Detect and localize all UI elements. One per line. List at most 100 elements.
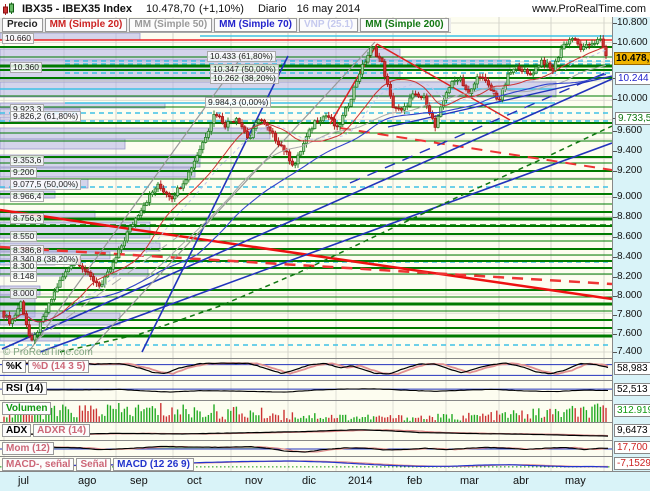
- price-tick-label: 8.000: [617, 290, 643, 301]
- panel-label: ADXR (14): [33, 424, 91, 437]
- panel-rsi-canvas: [0, 381, 612, 401]
- instrument-name: IBX35 - IBEX35 Index: [22, 2, 133, 15]
- tick-mark: [613, 151, 617, 152]
- panel-label: MACD-, señal: [2, 458, 75, 471]
- timeframe-label: Diario: [257, 2, 287, 15]
- adx-value: 9,6473: [614, 424, 650, 437]
- panel-label: Señal: [76, 458, 112, 471]
- price-level-label: 9.826,2 (61,80%): [10, 111, 82, 122]
- tick-mark: [613, 257, 617, 258]
- mom-value: 17,700: [614, 441, 650, 454]
- website-link[interactable]: www.ProRealTime.com: [532, 2, 646, 15]
- price-level-label: 8.756,3: [10, 213, 45, 224]
- tab-mm-simple-50-[interactable]: MM (Simple 50): [129, 18, 213, 32]
- month-label-nov: nov: [245, 475, 263, 487]
- tab-precio[interactable]: Precio: [2, 18, 43, 32]
- panel-macd[interactable]: MACD-, señal Señal MACD (12 26 9): [0, 456, 612, 472]
- price-tick-label: 9.000: [617, 191, 643, 202]
- tick-mark: [613, 352, 617, 353]
- time-axis[interactable]: jul ago sep oct nov dic 2014 feb mar abr may: [0, 471, 650, 491]
- tick-mark: [613, 315, 617, 316]
- price-tick-label: 10.800: [617, 17, 648, 28]
- price-axis[interactable]: 10.800 10.600 10.000 9.600 9.400 9.200 9.000 8.…: [612, 17, 650, 471]
- panel-mom[interactable]: Mom (12): [0, 440, 612, 457]
- price-level-label: 8.000: [10, 288, 38, 299]
- price-level-label: 8.148: [10, 271, 38, 282]
- panel-label: Mom (12): [2, 442, 54, 455]
- price-tick-label: 7.400: [617, 346, 643, 357]
- panel-label: RSI (14): [2, 382, 48, 395]
- price-level-label: 9.077,5 (50,00%): [10, 179, 82, 190]
- price-level-label: 8.340,8 (38,20%): [10, 254, 82, 265]
- price-tick-label: 7.600: [617, 328, 643, 339]
- month-label-may: may: [565, 475, 586, 487]
- month-label-2014: 2014: [348, 475, 373, 487]
- tick-mark: [613, 197, 617, 198]
- tick-mark: [613, 99, 617, 100]
- panel-label: %K: [2, 360, 27, 373]
- month-label-mar: mar: [460, 475, 479, 487]
- tab-mm-simple-200-[interactable]: MM (Simple 200): [360, 18, 449, 32]
- month-label-dic: dic: [302, 475, 317, 487]
- price-chart-canvas: [0, 17, 612, 358]
- month-label-feb: feb: [407, 475, 423, 487]
- price-tick-label: 9.200: [617, 165, 643, 176]
- price-level-label: 10.660: [2, 33, 34, 44]
- tick-mark: [613, 131, 617, 132]
- tab-vnp-25-1-[interactable]: VNP (25.1): [298, 18, 359, 32]
- tick-mark: [613, 237, 617, 238]
- price-level-label: 10.262 (38,20%): [210, 73, 279, 84]
- month-label-oct: oct: [187, 475, 202, 487]
- last-price: 10.478,70: [146, 2, 195, 15]
- panel-adx[interactable]: ADX ADXR (14): [0, 422, 612, 441]
- price-tick-label: 10.000: [617, 93, 648, 104]
- price-level-label: 9.200: [10, 167, 38, 178]
- panel-label: Volumen: [2, 402, 52, 415]
- panel-label: ADX: [2, 424, 32, 437]
- panel-mom-canvas: [0, 441, 612, 457]
- tick-mark: [613, 277, 617, 278]
- tick-mark: [613, 43, 617, 44]
- macd-value: -7,1529: [614, 456, 650, 470]
- price-change: (+1,10%): [198, 2, 244, 15]
- price-tick-label: 9.400: [617, 145, 643, 156]
- month-label-sep: sep: [130, 475, 148, 487]
- price-level-label: 8.550: [10, 231, 38, 242]
- volume-value: 312.919: [614, 404, 650, 417]
- price-tick-label: 10.600: [617, 37, 648, 48]
- panel-stoch-canvas: [0, 359, 612, 381]
- price-tick-label: 10.244: [615, 72, 650, 85]
- rsi-value: 52,513: [614, 383, 650, 396]
- month-label-ago: ago: [78, 475, 97, 487]
- indicator-tabs-row: Precio MM (Simple 20) MM (Simple 50) MM (Si…: [0, 18, 451, 33]
- tick-mark: [613, 171, 617, 172]
- price-tick-label: 8.800: [617, 211, 643, 222]
- tick-mark: [613, 296, 617, 297]
- watermark: © ProRealTime.com: [3, 347, 93, 358]
- price-level-label: 8.966,4: [10, 191, 45, 202]
- panel-label: %D (14 3 5): [28, 360, 90, 373]
- price-tick-label: 8.200: [617, 271, 643, 282]
- price-level-label: 10.360: [10, 62, 42, 73]
- price-tick-label: 9.600: [617, 125, 643, 136]
- month-label-abr: abr: [513, 475, 529, 487]
- tab-mm-simple-20-[interactable]: MM (Simple 20): [44, 18, 128, 32]
- panel-volume[interactable]: Volumen: [0, 400, 612, 423]
- price-tick-label: 7.800: [617, 309, 643, 320]
- month-label-jul: jul: [18, 475, 30, 487]
- panel-rsi[interactable]: RSI (14): [0, 380, 612, 401]
- panel-label: MACD (12 26 9): [113, 458, 194, 471]
- session-date: 16 may 2014: [296, 2, 361, 15]
- price-level-label: 10.433 (61,80%): [207, 51, 276, 62]
- price-level-label: 9.353,6: [10, 155, 45, 166]
- panel-stoch[interactable]: %K %D (14 3 5): [0, 358, 612, 381]
- panel-volume-canvas: [3, 401, 607, 423]
- tick-mark: [613, 217, 617, 218]
- candlestick-logo-icon: [3, 2, 14, 15]
- price-chart-area[interactable]: © ProRealTime.com 10.660 10.433 (61,80%) 1…: [0, 17, 612, 358]
- stoch-value: 58,983: [614, 362, 650, 375]
- price-level-label: 9.984,3 (0,00%): [205, 97, 272, 108]
- price-tick-label: 8.600: [617, 231, 643, 242]
- tab-mm-simple-70-[interactable]: MM (Simple 70): [214, 18, 297, 32]
